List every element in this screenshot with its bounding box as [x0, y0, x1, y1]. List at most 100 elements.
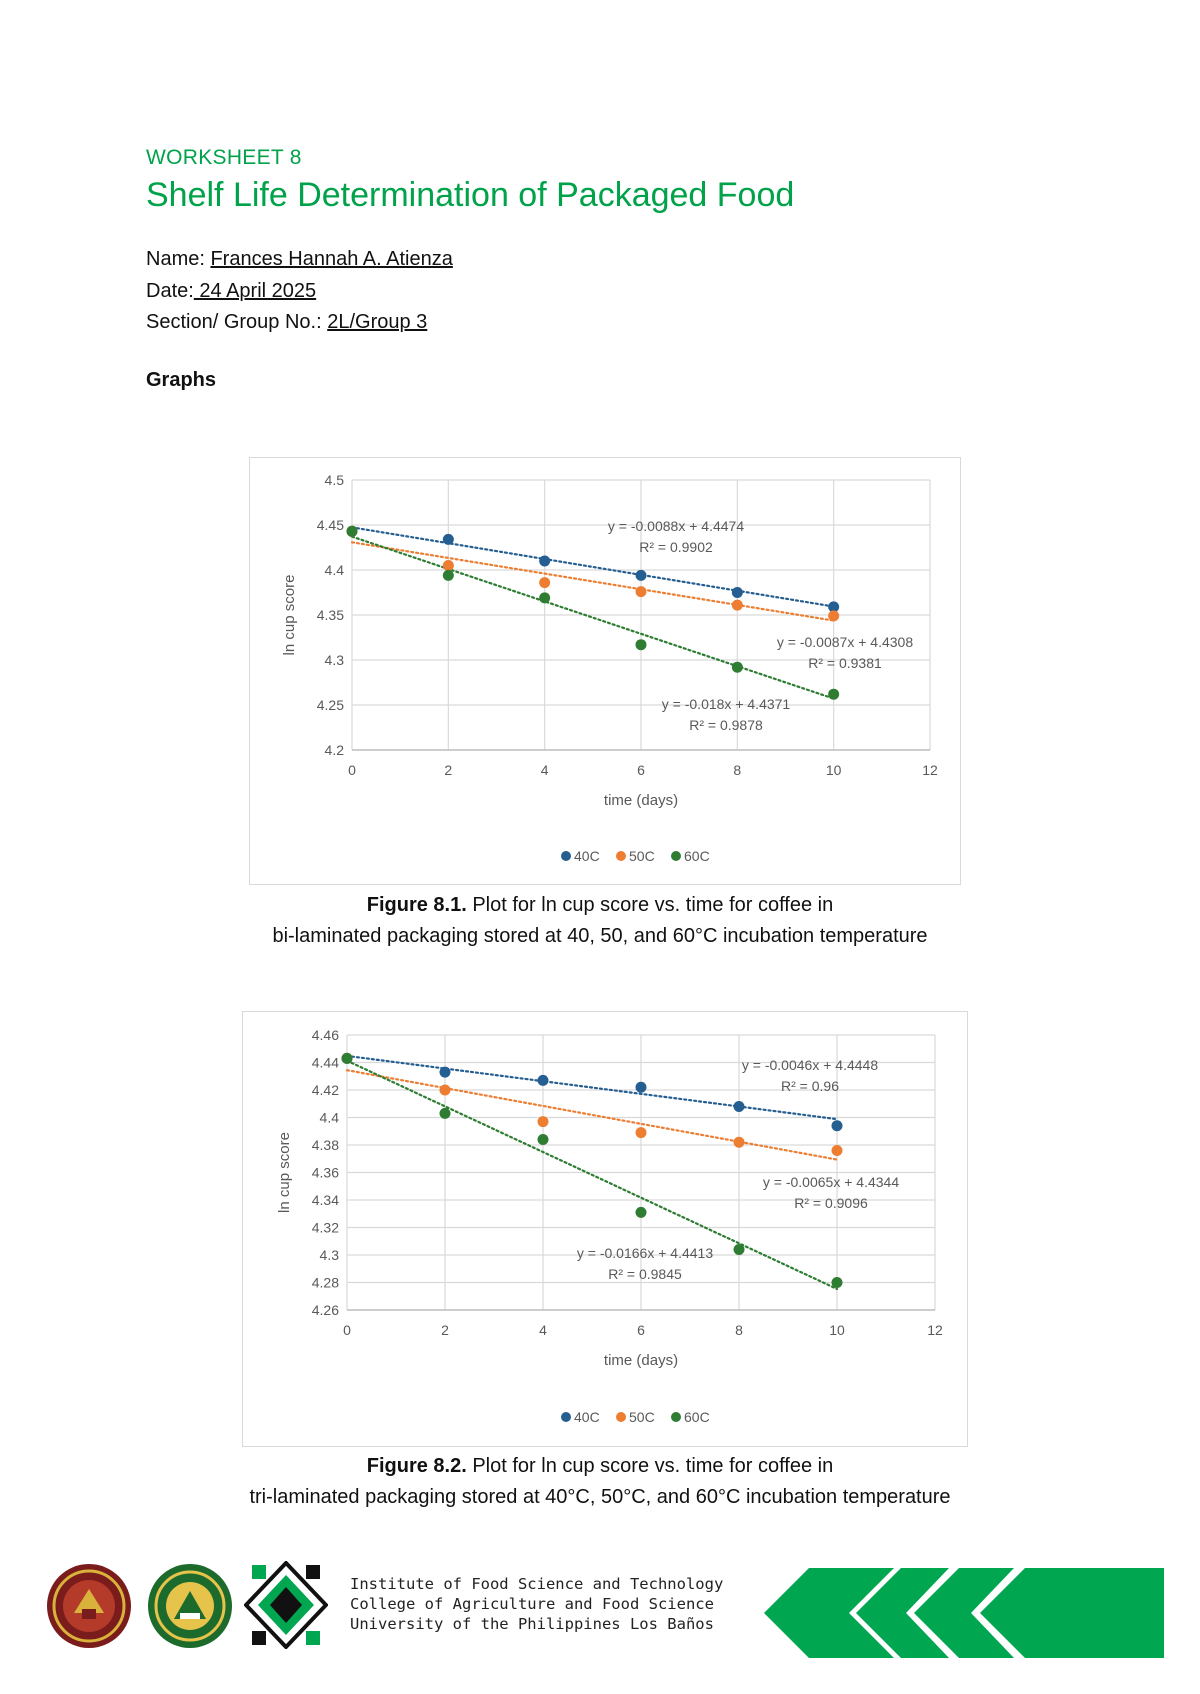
chart-2-point-60c — [537, 1134, 549, 1145]
chart-2-trendline-40c — [345, 1054, 839, 1121]
chart-2-r-squared-60c: R² = 0.9845 — [608, 1266, 682, 1282]
chart-1-x-tick-label: 4 — [541, 762, 549, 778]
chart-1-point-60c — [539, 592, 551, 604]
name-label: Name: — [146, 248, 205, 270]
figure-2-text-1: Plot for ln cup score vs. time for coffe… — [466, 1455, 834, 1477]
chart-1-trendline-50c — [350, 541, 835, 622]
chart-1-point-50c — [442, 560, 454, 571]
graphs-heading: Graphs — [146, 369, 217, 391]
chart-2-point-50c — [733, 1136, 745, 1148]
chart-1-point-40c — [442, 533, 454, 545]
chart-1-r-squared-50c: R² = 0.9381 — [808, 655, 882, 671]
chart-2-legend-label-60c: 60C — [684, 1409, 710, 1425]
chart-1-point-50c — [539, 577, 551, 589]
chart-2-point-40c — [831, 1120, 843, 1132]
chart-2-y-tick-label: 4.3 — [320, 1247, 340, 1263]
chart-2-x-tick-label: 8 — [735, 1322, 743, 1338]
chart-2-x-axis-title: time (days) — [604, 1352, 678, 1369]
chart-1-trendline-60c — [350, 535, 835, 700]
chart-1-point-40c — [539, 555, 551, 567]
chart-2-legend-marker-40c — [561, 1412, 571, 1422]
chart-1-point-40c — [731, 587, 743, 598]
chart-2-y-tick-label: 4.4 — [320, 1110, 340, 1126]
footer-college: College of Agriculture and Food Science — [350, 1595, 714, 1613]
chart-1-equation-40c: y = -0.0088x + 4.4474 — [608, 518, 744, 534]
date-value: 24 April 2025 — [193, 280, 317, 302]
chart-1-x-tick-label: 2 — [444, 762, 452, 778]
chart-2-equation-60c: y = -0.0166x + 4.4413 — [577, 1245, 713, 1261]
chart-1-r-squared-40c: R² = 0.9902 — [639, 539, 713, 555]
chart-2-point-40c — [537, 1074, 549, 1086]
chart-2-y-tick-label: 4.42 — [312, 1082, 339, 1098]
figure-2-caption-line-1: Figure 8.2. Plot for ln cup score vs. ti… — [0, 1451, 1200, 1482]
chart-2-point-60c — [831, 1277, 843, 1288]
chart-2-point-50c — [635, 1127, 647, 1139]
chart-1-y-tick-label: 4.2 — [325, 742, 345, 758]
chart-2-x-tick-label: 0 — [343, 1322, 351, 1338]
chart-1-r-squared-60c: R² = 0.9878 — [689, 717, 763, 733]
chart-2-y-tick-label: 4.32 — [312, 1220, 339, 1236]
name-value: Frances Hannah A. Atienza — [210, 248, 453, 270]
chart-1-y-tick-label: 4.25 — [317, 697, 344, 713]
chart-2-point-60c — [341, 1052, 353, 1064]
name-line: Name: Frances Hannah A. Atienza — [146, 248, 453, 271]
chart-2-x-tick-label: 6 — [637, 1322, 645, 1338]
chart-2-r-squared-40c: R² = 0.96 — [781, 1078, 839, 1094]
chart-1-point-60c — [731, 661, 743, 673]
chart-1-point-40c — [828, 601, 840, 613]
chart-2-trendline-60c — [345, 1059, 839, 1291]
chart-1-point-60c — [442, 569, 454, 581]
chart-1-trendline-40c — [350, 526, 835, 608]
figure-1-text-1: Plot for ln cup score vs. time for coffe… — [466, 894, 834, 916]
section-label: Section/ Group No.: — [146, 311, 322, 333]
chart-2-point-60c — [733, 1244, 745, 1255]
figure-1-caption-line-2: bi-laminated packaging stored at 40, 50,… — [272, 925, 928, 947]
chart-1-point-50c — [731, 599, 743, 611]
chart-1-y-tick-label: 4.45 — [317, 517, 344, 533]
chart-1-point-50c — [828, 610, 840, 622]
chart-2-legend-label-50c: 50C — [629, 1409, 655, 1425]
chart-1-point-40c — [635, 569, 647, 581]
chart-2-x-tick-label: 2 — [441, 1322, 449, 1338]
chart-2-y-tick-label: 4.46 — [312, 1027, 339, 1043]
chart-1: 4.2 4.25 4.3 4.35 4.4 4.45 4.5 0 2 4 6 8 10 12 time (d… — [281, 472, 938, 864]
chart-2-frame: 4.26 4.28 4.3 4.32 4.34 4.36 4.38 4.4 4.42 4.44 4.… — [242, 1011, 968, 1447]
chart-2-equation-40c: y = -0.0046x + 4.4448 — [742, 1057, 878, 1073]
chevron-arrows-icon — [764, 1568, 1164, 1658]
chart-1-y-tick-label: 4.5 — [325, 472, 345, 488]
chart-1-legend-marker-50c — [616, 851, 626, 861]
section-line: Section/ Group No.: 2L/Group 3 — [146, 311, 427, 334]
chart-1-point-60c — [635, 639, 647, 651]
chart-1-legend-label-40c: 40C — [574, 848, 600, 864]
figure-1-label: Figure 8.1. — [366, 894, 467, 916]
page-title: Shelf Life Determination of Packaged Foo… — [146, 176, 795, 214]
chart-1-x-tick-label: 0 — [348, 762, 356, 778]
chart-2-point-60c — [635, 1206, 647, 1218]
chart-2-y-tick-label: 4.38 — [312, 1137, 339, 1153]
chart-1-legend-label-60c: 60C — [684, 848, 710, 864]
chart-1-legend-marker-40c — [561, 851, 571, 861]
chart-2-point-50c — [831, 1145, 843, 1156]
ifst-logo — [244, 1561, 328, 1649]
figure-2-caption: Figure 8.2. Plot for ln cup score vs. ti… — [0, 1451, 1200, 1513]
chart-2-point-40c — [635, 1081, 647, 1093]
chart-1-point-60c — [828, 688, 840, 700]
section-value: 2L/Group 3 — [327, 311, 428, 333]
chart-1-x-tick-label: 6 — [637, 762, 645, 778]
chart-2-y-tick-label: 4.26 — [312, 1302, 339, 1318]
chart-1-legend-label-50c: 50C — [629, 848, 655, 864]
chart-1-equation-50c: y = -0.0087x + 4.4308 — [777, 634, 913, 650]
chart-1-y-tick-label: 4.3 — [325, 652, 345, 668]
cafs-seal-logo — [148, 1564, 232, 1648]
date-line: Date: 24 April 2025 — [146, 280, 316, 303]
chart-1-x-tick-label: 10 — [826, 762, 842, 778]
footer-university: University of the Philippines Los Baños — [350, 1615, 714, 1633]
chart-2-y-tick-label: 4.44 — [312, 1055, 339, 1071]
figure-1-caption-line-1: Figure 8.1. Plot for ln cup score vs. ti… — [0, 890, 1200, 921]
chart-2-point-40c — [439, 1066, 451, 1078]
chart-1-legend-marker-60c — [671, 851, 681, 861]
chart-1-x-tick-label: 12 — [922, 762, 938, 778]
chart-2-legend-label-40c: 40C — [574, 1409, 600, 1425]
chart-2-x-tick-label: 4 — [539, 1322, 547, 1338]
up-seal-logo — [47, 1564, 131, 1648]
